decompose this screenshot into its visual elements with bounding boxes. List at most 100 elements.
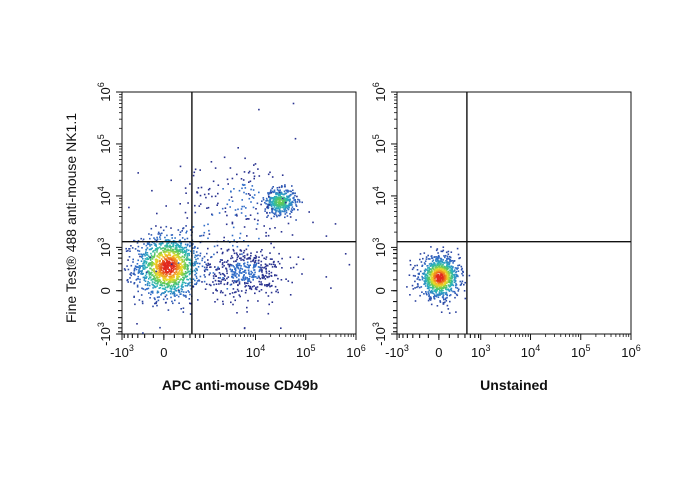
event-dot [171, 262, 174, 264]
x-tick-label: 103 [471, 343, 490, 360]
event-dot [460, 282, 463, 284]
event-dot [139, 278, 141, 281]
event-dot [214, 279, 217, 282]
event-dot [445, 260, 447, 262]
event-dot [435, 266, 437, 269]
event-dot [424, 270, 426, 273]
event-dot [253, 269, 255, 271]
event-dot [199, 262, 201, 265]
event-dot [127, 268, 130, 271]
event-dot [181, 255, 184, 258]
event-dot [196, 277, 198, 280]
event-dot [154, 249, 156, 252]
event-dot [285, 278, 287, 280]
event-dot [444, 266, 446, 269]
event-dot [177, 275, 179, 277]
event-dot [238, 283, 241, 285]
event-dot [206, 269, 209, 271]
event-dot [296, 201, 299, 203]
event-dot [156, 280, 159, 282]
event-dot [180, 256, 182, 259]
event-dot [274, 203, 276, 206]
event-dot [288, 204, 291, 207]
event-dot [244, 157, 246, 160]
event-dot [276, 215, 278, 218]
event-dot [199, 235, 201, 237]
event-dot [431, 286, 433, 289]
event-dot [156, 283, 159, 285]
event-dot [265, 265, 267, 268]
event-dot [181, 288, 184, 291]
event-dot [257, 266, 260, 268]
event-dot [233, 273, 235, 275]
event-dot [449, 255, 451, 258]
event-dot [444, 298, 447, 301]
event-dot [189, 313, 192, 315]
event-dot [181, 230, 183, 232]
event-dot [434, 290, 437, 292]
event-dot [159, 232, 161, 235]
event-dot [451, 260, 454, 262]
event-dot [434, 273, 436, 275]
event-dot [251, 185, 254, 187]
event-dot [185, 272, 187, 275]
event-dot [216, 251, 218, 254]
event-dot [275, 193, 277, 195]
event-dot [184, 272, 186, 275]
event-dot [208, 273, 211, 276]
event-dot [287, 208, 290, 211]
event-dot [238, 262, 241, 265]
event-dot [150, 248, 152, 251]
event-dot [428, 295, 430, 298]
event-dot [209, 266, 211, 268]
event-dot [440, 250, 443, 253]
event-dot [202, 234, 205, 237]
event-dot [166, 286, 169, 289]
event-dot [248, 170, 251, 173]
event-dot [423, 273, 425, 275]
event-dot [451, 269, 454, 271]
event-dot [289, 202, 291, 205]
event-dot [184, 265, 187, 268]
event-dot [441, 282, 444, 285]
event-dot [149, 262, 152, 264]
event-dot [440, 291, 443, 294]
event-dot [239, 232, 242, 235]
event-dot [140, 260, 143, 262]
event-dot [213, 273, 216, 275]
event-dot [447, 270, 450, 273]
event-dot [148, 243, 151, 246]
event-dot [145, 261, 148, 264]
event-dot [445, 291, 448, 294]
event-dot [448, 274, 450, 276]
event-dot [152, 278, 155, 280]
event-dot [438, 266, 440, 269]
event-dot [137, 290, 139, 293]
event-dot [169, 262, 172, 264]
event-dot [450, 260, 452, 263]
event-dot [443, 279, 445, 281]
event-dot [280, 197, 282, 200]
event-dot [424, 280, 426, 283]
event-dot [136, 323, 138, 325]
event-dot [243, 240, 245, 242]
event-dot [258, 256, 260, 258]
event-dot [445, 269, 448, 272]
event-dot [192, 174, 195, 177]
event-dot [218, 212, 221, 214]
event-dot [194, 264, 196, 266]
event-dot [267, 173, 270, 176]
event-dot [192, 264, 195, 267]
event-dot [210, 284, 212, 287]
event-dot [280, 279, 283, 281]
event-dot [450, 271, 452, 274]
event-dot [279, 213, 282, 215]
event-dot [276, 203, 279, 206]
event-dot [270, 189, 272, 191]
event-dot [285, 200, 287, 203]
event-dot [203, 193, 206, 196]
event-dot [273, 198, 275, 201]
event-dot [241, 199, 243, 201]
event-dot [225, 223, 228, 226]
event-dot [138, 267, 141, 270]
